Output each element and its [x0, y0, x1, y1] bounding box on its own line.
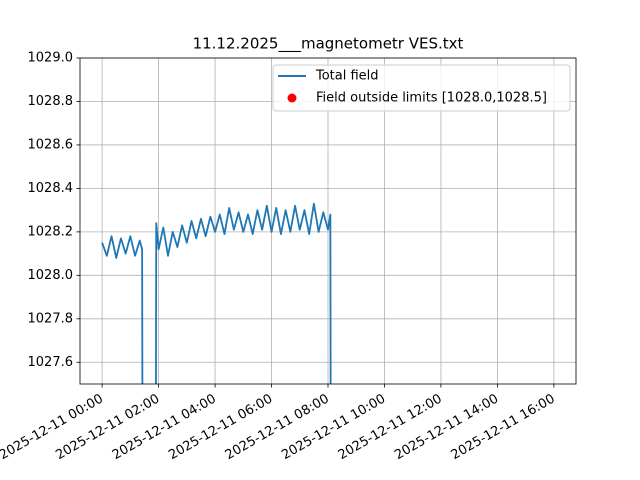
x-tick-label: 2025-12-11 12:00	[336, 392, 445, 464]
x-tick-label: 2025-12-11 02:00	[53, 392, 162, 464]
y-tick-label: 1028.2	[28, 224, 74, 239]
legend: Total field Field outside limits [1028.0,…	[272, 64, 571, 112]
line-series	[101, 202, 332, 384]
x-tick-label: 2025-12-11 04:00	[110, 392, 219, 464]
y-tick-label: 1028.8	[28, 94, 74, 109]
y-tick-label: 1027.8	[28, 311, 74, 326]
legend-label: Total field	[315, 69, 379, 84]
x-tick-label: 2025-12-11 16:00	[449, 392, 558, 464]
y-tick-label: 1028.6	[28, 137, 74, 152]
legend-label: Field outside limits [1028.0,1028.5]	[316, 91, 547, 106]
x-tick-label: 2025-12-11 00:00	[0, 392, 106, 464]
y-tick-label: 1028.4	[28, 181, 74, 196]
plot-area	[101, 202, 332, 384]
legend-marker	[287, 93, 297, 103]
y-tick-label: 1027.6	[28, 355, 74, 370]
x-tick-label: 2025-12-11 08:00	[223, 392, 332, 464]
x-tick-label: 2025-12-11 14:00	[392, 392, 501, 464]
y-tick-label: 1029.0	[28, 51, 74, 66]
x-tick-label: 2025-12-11 06:00	[166, 392, 275, 464]
y-tick-label: 1028.0	[28, 268, 74, 283]
grid	[80, 57, 576, 384]
chart-title: 11.12.2025___magnetometr VES.txt	[193, 35, 464, 54]
x-tick-label: 2025-12-11 10:00	[279, 392, 388, 464]
legend-box	[272, 64, 571, 112]
axes: 1027.6 1027.8 1028.0 1028.2 1028.4 1028.6 1028…	[0, 51, 558, 464]
